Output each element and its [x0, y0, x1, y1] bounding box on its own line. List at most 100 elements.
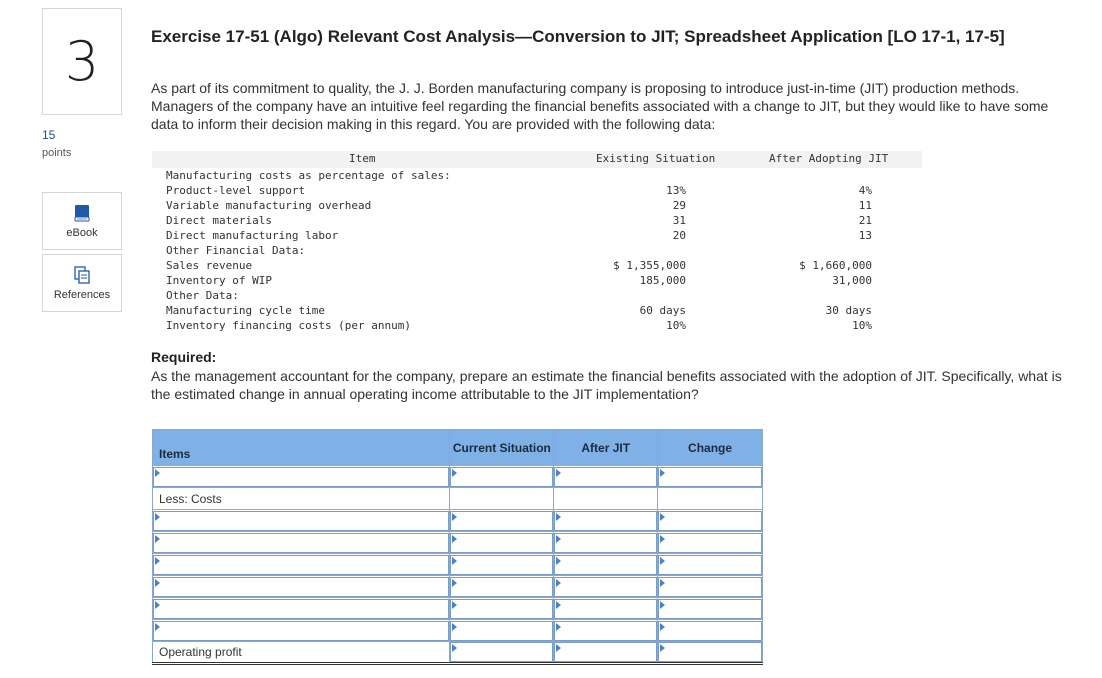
required-label: Required:	[151, 349, 217, 365]
change-input[interactable]	[658, 466, 762, 487]
row-after: 10%	[852, 319, 872, 332]
after-profit-input[interactable]	[554, 642, 658, 662]
row-after: 21	[858, 214, 872, 227]
row-after: 4%	[858, 184, 872, 197]
item-input[interactable]	[153, 620, 450, 641]
data-table-row: Sales revenue $ 1,355,000 $ 1,660,000	[152, 258, 922, 273]
intro-paragraph: As part of its commitment to quality, th…	[151, 80, 1049, 132]
after-input[interactable]	[554, 532, 658, 553]
row-item: Sales revenue	[166, 259, 253, 272]
change-profit-input[interactable]	[658, 642, 762, 662]
answer-grid-header: Items Current Situation After JIT Change	[151, 429, 763, 466]
current-profit-input[interactable]	[450, 642, 554, 662]
references-label: References	[53, 288, 111, 301]
answer-row	[151, 509, 763, 532]
row-existing: 10%	[666, 319, 686, 332]
data-table-row: Other Data:	[152, 288, 922, 303]
points-value: 15	[42, 128, 56, 142]
data-table-row: Inventory of WIP 185,000 31,000	[152, 273, 922, 288]
current-input[interactable]	[450, 620, 554, 641]
item-input[interactable]	[153, 598, 450, 619]
operating-profit-label: Operating profit	[151, 641, 451, 665]
row-existing: 29	[672, 199, 686, 212]
current-input[interactable]	[450, 554, 554, 575]
row-after: 11	[858, 199, 872, 212]
data-table: Item Existing Situation After Adopting J…	[152, 151, 922, 333]
row-existing: 31	[672, 214, 686, 227]
less-costs-row: Less: Costs	[151, 487, 763, 510]
points-label: points	[42, 147, 72, 159]
col-current: Current Situation	[449, 429, 555, 466]
data-table-row: Manufacturing cycle time 60 days 30 days	[152, 303, 922, 318]
row-item: Direct manufacturing labor	[166, 229, 339, 242]
current-input[interactable]	[450, 510, 554, 531]
row-after: 31,000	[832, 274, 872, 287]
book-icon	[74, 204, 90, 221]
row-item: Other Financial Data:	[166, 244, 306, 257]
after-input[interactable]	[554, 466, 658, 487]
row-existing: 185,000	[639, 274, 686, 287]
row-after: 30 days	[825, 304, 872, 317]
change-input[interactable]	[658, 554, 762, 575]
row-item: Direct materials	[166, 214, 272, 227]
data-table-row: Manufacturing costs as percentage of sal…	[152, 168, 922, 183]
question-number: 3	[64, 30, 100, 93]
row-item: Other Data:	[166, 289, 239, 302]
after-input[interactable]	[554, 554, 658, 575]
after-input[interactable]	[554, 598, 658, 619]
data-table-row: Direct manufacturing labor 20 13	[152, 228, 922, 243]
change-input[interactable]	[658, 510, 762, 531]
answer-grid: Items Current Situation After JIT Change…	[151, 429, 763, 665]
data-table-row: Direct materials 31 21	[152, 213, 922, 228]
row-item: Manufacturing cycle time	[166, 304, 325, 317]
answer-row	[151, 597, 763, 620]
header-item: Item	[349, 152, 376, 165]
after-input[interactable]	[554, 576, 658, 597]
answer-row	[151, 553, 763, 576]
ebook-button[interactable]: eBook	[42, 192, 122, 250]
row-item: Manufacturing costs as percentage of sal…	[166, 169, 451, 182]
data-table-row: Variable manufacturing overhead 29 11	[152, 198, 922, 213]
change-input[interactable]	[658, 598, 762, 619]
answer-row	[151, 575, 763, 598]
row-after: $ 1,660,000	[799, 259, 872, 272]
after-input[interactable]	[554, 620, 658, 641]
item-input[interactable]	[153, 554, 450, 575]
data-table-row: Inventory financing costs (per annum) 10%…	[152, 318, 922, 333]
answer-row	[151, 531, 763, 554]
operating-profit-row: Operating profit	[151, 641, 763, 665]
current-input[interactable]	[450, 532, 554, 553]
change-input[interactable]	[658, 576, 762, 597]
item-input[interactable]	[153, 510, 450, 531]
required-text: As the management accountant for the com…	[151, 368, 1062, 402]
less-costs-label: Less: Costs	[151, 487, 451, 510]
change-input[interactable]	[658, 620, 762, 641]
row-item: Inventory financing costs (per annum)	[166, 319, 412, 332]
current-input[interactable]	[450, 466, 554, 487]
documents-icon	[74, 265, 90, 284]
current-input[interactable]	[450, 576, 554, 597]
item-input[interactable]	[153, 466, 450, 487]
references-button[interactable]: References	[42, 254, 122, 312]
answer-row	[151, 619, 763, 642]
data-table-header: Item Existing Situation After Adopting J…	[152, 151, 922, 168]
change-input[interactable]	[658, 532, 762, 553]
header-after: After Adopting JIT	[769, 152, 889, 165]
col-change: Change	[657, 429, 763, 466]
after-input[interactable]	[554, 510, 658, 531]
item-input[interactable]	[153, 576, 450, 597]
row-item: Inventory of WIP	[166, 274, 272, 287]
header-existing: Existing Situation	[596, 152, 716, 165]
row-item: Product-level support	[166, 184, 306, 197]
row-existing: 20	[672, 229, 686, 242]
row-item: Variable manufacturing overhead	[166, 199, 372, 212]
ebook-label: eBook	[66, 226, 98, 239]
row-after: 13	[858, 229, 872, 242]
row-existing: 13%	[666, 184, 686, 197]
col-after-jit: After JIT	[553, 429, 659, 466]
data-table-row: Other Financial Data:	[152, 243, 922, 258]
current-input[interactable]	[450, 598, 554, 619]
item-input[interactable]	[153, 532, 450, 553]
data-table-row: Product-level support 13% 4%	[152, 183, 922, 198]
col-items: Items	[151, 429, 451, 466]
